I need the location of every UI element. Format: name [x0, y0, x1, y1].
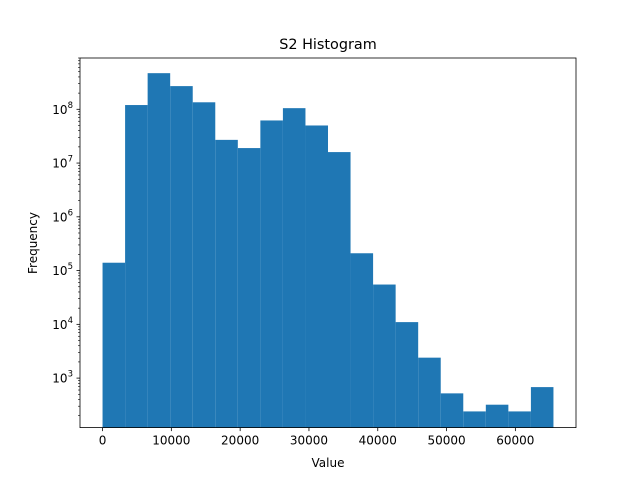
histogram-bar	[237, 148, 261, 428]
y-axis-ticks: 103 104 105 106 107 108	[52, 57, 80, 416]
histogram-bar	[215, 139, 238, 428]
histogram-bar	[102, 262, 126, 428]
histogram-bar	[192, 102, 216, 428]
histogram-bar	[260, 120, 283, 428]
plot-frame	[79, 57, 577, 429]
histogram-bar	[328, 152, 351, 428]
x-tick-label: 30000	[290, 434, 328, 448]
y-axis-label: Frequency	[26, 212, 40, 274]
x-tick-label: 20000	[221, 434, 259, 448]
histogram-bar	[485, 404, 509, 428]
y-tick-label: 108	[52, 101, 73, 117]
x-axis-label: Value	[312, 456, 345, 470]
x-tick-label: 10000	[152, 434, 190, 448]
histogram-bar	[440, 393, 464, 428]
x-tick-label: 60000	[496, 434, 534, 448]
y-tick-label: 103	[52, 370, 73, 386]
chart-title: S2 Histogram	[279, 37, 377, 53]
y-tick-label: 107	[52, 155, 73, 171]
histogram-bar	[125, 105, 148, 428]
y-tick-label: 104	[52, 316, 73, 332]
histogram-bar	[508, 411, 531, 428]
histogram-bar	[463, 411, 486, 428]
histogram-bar	[395, 322, 419, 428]
y-tick-label: 105	[52, 262, 73, 278]
x-axis-ticks: 0 10000 20000 30000 40000 50000 60000	[99, 427, 534, 448]
x-tick-label: 0	[99, 434, 107, 448]
histogram-bar	[282, 108, 306, 428]
histogram-bar	[373, 284, 396, 428]
histogram-bar	[530, 387, 554, 428]
histogram-bar	[305, 125, 329, 428]
x-tick-label: 50000	[427, 434, 465, 448]
histogram-bar	[147, 73, 171, 428]
x-tick-label: 40000	[359, 434, 397, 448]
y-tick-label: 106	[52, 208, 73, 224]
histogram-bars	[102, 73, 554, 428]
histogram-bar	[170, 86, 193, 428]
histogram-bar	[418, 357, 441, 428]
histogram-bar	[350, 253, 374, 428]
